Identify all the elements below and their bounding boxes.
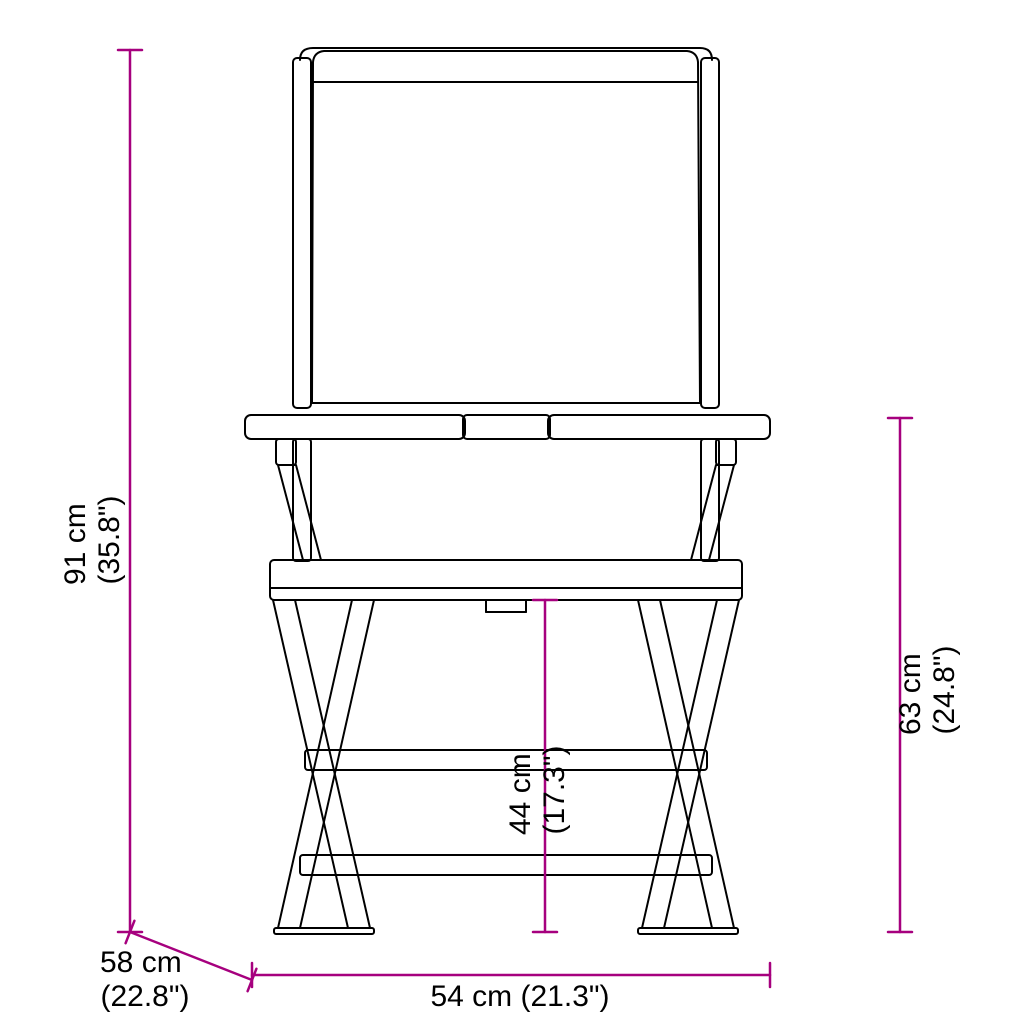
height-total-in: (35.8")	[93, 495, 126, 584]
svg-text:91 cm (35.8"): 91 cm (35.8")	[59, 495, 126, 585]
dimension-labels: 91 cm (35.8") 58 cm (22.8") 54 cm (21.3"…	[59, 495, 961, 1013]
depth-in: (22.8")	[100, 980, 189, 1013]
arm-height-cm: 63 cm	[894, 653, 927, 735]
arm-height-in: (24.8")	[928, 645, 961, 734]
svg-text:54 cm (21.3"): 54 cm (21.3")	[430, 980, 609, 1013]
seat-height-in: (17.3")	[538, 745, 571, 834]
dimension-lines	[118, 50, 912, 991]
seat-height-cm: 44 cm	[504, 753, 537, 835]
width-label: 54 cm (21.3")	[430, 980, 609, 1013]
svg-text:44 cm (17.3"): 44 cm (17.3")	[504, 745, 571, 835]
height-total-cm: 91 cm	[59, 503, 92, 585]
depth-cm: 58 cm	[100, 946, 182, 979]
dimension-diagram: 91 cm (35.8") 58 cm (22.8") 54 cm (21.3"…	[0, 0, 1024, 1024]
svg-text:63 cm (24.8"): 63 cm (24.8")	[894, 645, 961, 735]
svg-text:58 cm (22.8"): 58 cm (22.8")	[100, 946, 190, 1013]
